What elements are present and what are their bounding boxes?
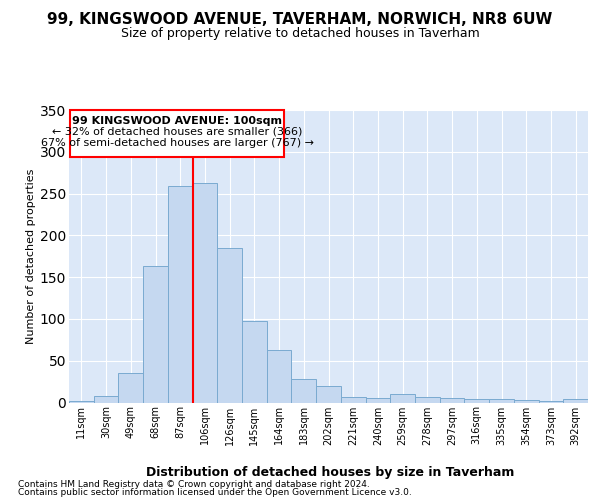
Text: 99, KINGSWOOD AVENUE, TAVERHAM, NORWICH, NR8 6UW: 99, KINGSWOOD AVENUE, TAVERHAM, NORWICH,… bbox=[47, 12, 553, 28]
Bar bbox=[94, 396, 118, 402]
Bar bbox=[440, 398, 464, 402]
Bar bbox=[489, 399, 514, 402]
Bar bbox=[193, 182, 217, 402]
Bar bbox=[267, 350, 292, 403]
Text: Size of property relative to detached houses in Taverham: Size of property relative to detached ho… bbox=[121, 28, 479, 40]
Text: 67% of semi-detached houses are larger (767) →: 67% of semi-detached houses are larger (… bbox=[41, 138, 314, 147]
Bar bbox=[69, 401, 94, 402]
Bar bbox=[292, 379, 316, 402]
Bar bbox=[341, 398, 365, 402]
Bar bbox=[242, 322, 267, 402]
Bar bbox=[168, 186, 193, 402]
Text: Contains public sector information licensed under the Open Government Licence v3: Contains public sector information licen… bbox=[18, 488, 412, 497]
Text: 99 KINGSWOOD AVENUE: 100sqm: 99 KINGSWOOD AVENUE: 100sqm bbox=[72, 116, 282, 126]
Bar bbox=[563, 399, 588, 402]
Bar bbox=[539, 401, 563, 402]
Bar bbox=[390, 394, 415, 402]
Bar bbox=[217, 248, 242, 402]
Bar bbox=[143, 266, 168, 402]
Text: Distribution of detached houses by size in Taverham: Distribution of detached houses by size … bbox=[146, 466, 514, 479]
Bar bbox=[464, 399, 489, 402]
Bar bbox=[514, 400, 539, 402]
Text: ← 32% of detached houses are smaller (366): ← 32% of detached houses are smaller (36… bbox=[52, 126, 302, 136]
Bar bbox=[316, 386, 341, 402]
Bar bbox=[118, 373, 143, 402]
Bar bbox=[415, 398, 440, 402]
Bar bbox=[365, 398, 390, 402]
FancyBboxPatch shape bbox=[70, 110, 284, 157]
Text: Contains HM Land Registry data © Crown copyright and database right 2024.: Contains HM Land Registry data © Crown c… bbox=[18, 480, 370, 489]
Y-axis label: Number of detached properties: Number of detached properties bbox=[26, 168, 35, 344]
